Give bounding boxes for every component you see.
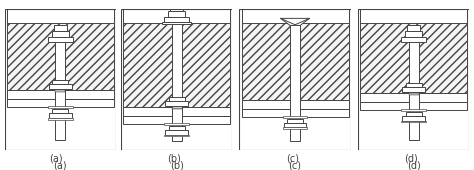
Bar — [169, 97, 184, 101]
Bar — [53, 109, 68, 113]
Bar — [283, 127, 307, 129]
Bar — [168, 11, 185, 17]
Bar — [165, 130, 188, 135]
Text: (c): (c) — [289, 161, 301, 170]
Bar — [7, 90, 114, 99]
Bar — [406, 112, 421, 116]
Text: (d): (d) — [407, 161, 420, 170]
Bar — [242, 8, 348, 100]
Bar — [284, 123, 306, 127]
Bar — [123, 8, 230, 23]
Bar — [123, 8, 230, 107]
Polygon shape — [281, 18, 310, 26]
Bar — [7, 8, 114, 23]
Bar — [242, 100, 348, 109]
Bar — [401, 109, 426, 111]
Bar — [48, 106, 73, 108]
Bar — [52, 31, 69, 37]
Bar — [409, 26, 419, 140]
Bar — [402, 116, 425, 121]
Bar — [48, 37, 73, 42]
Bar — [406, 83, 421, 87]
Bar — [55, 26, 66, 31]
Bar — [164, 123, 189, 125]
Text: (c): (c) — [286, 153, 300, 163]
Bar — [402, 87, 425, 92]
Bar — [55, 89, 65, 92]
Bar — [408, 26, 419, 31]
Bar — [409, 93, 419, 95]
Bar — [360, 8, 467, 93]
Bar — [287, 118, 303, 123]
Bar — [283, 116, 307, 118]
Bar — [53, 80, 68, 84]
Bar — [162, 22, 191, 24]
Text: (a): (a) — [54, 161, 67, 170]
Bar — [242, 8, 348, 23]
Bar — [405, 31, 422, 37]
Text: (a): (a) — [49, 153, 63, 163]
Bar — [123, 116, 230, 124]
Bar — [49, 113, 72, 118]
Bar — [169, 126, 184, 130]
Bar — [164, 135, 189, 137]
Text: (d): (d) — [404, 153, 419, 163]
Bar — [360, 102, 467, 110]
Bar — [48, 118, 73, 120]
Text: (b): (b) — [167, 153, 182, 163]
Bar — [55, 26, 65, 140]
Bar — [123, 107, 230, 116]
Bar — [7, 99, 114, 107]
Bar — [172, 108, 182, 109]
Bar — [7, 8, 114, 90]
Bar — [242, 109, 348, 117]
Bar — [171, 5, 182, 11]
Bar — [172, 8, 182, 141]
Bar — [401, 37, 426, 42]
Bar — [360, 93, 467, 102]
Bar — [290, 26, 300, 141]
Bar — [49, 84, 72, 89]
Bar — [165, 101, 188, 106]
Bar — [401, 121, 426, 122]
Bar — [164, 17, 189, 22]
Text: (b): (b) — [170, 161, 183, 170]
Bar — [360, 8, 467, 23]
